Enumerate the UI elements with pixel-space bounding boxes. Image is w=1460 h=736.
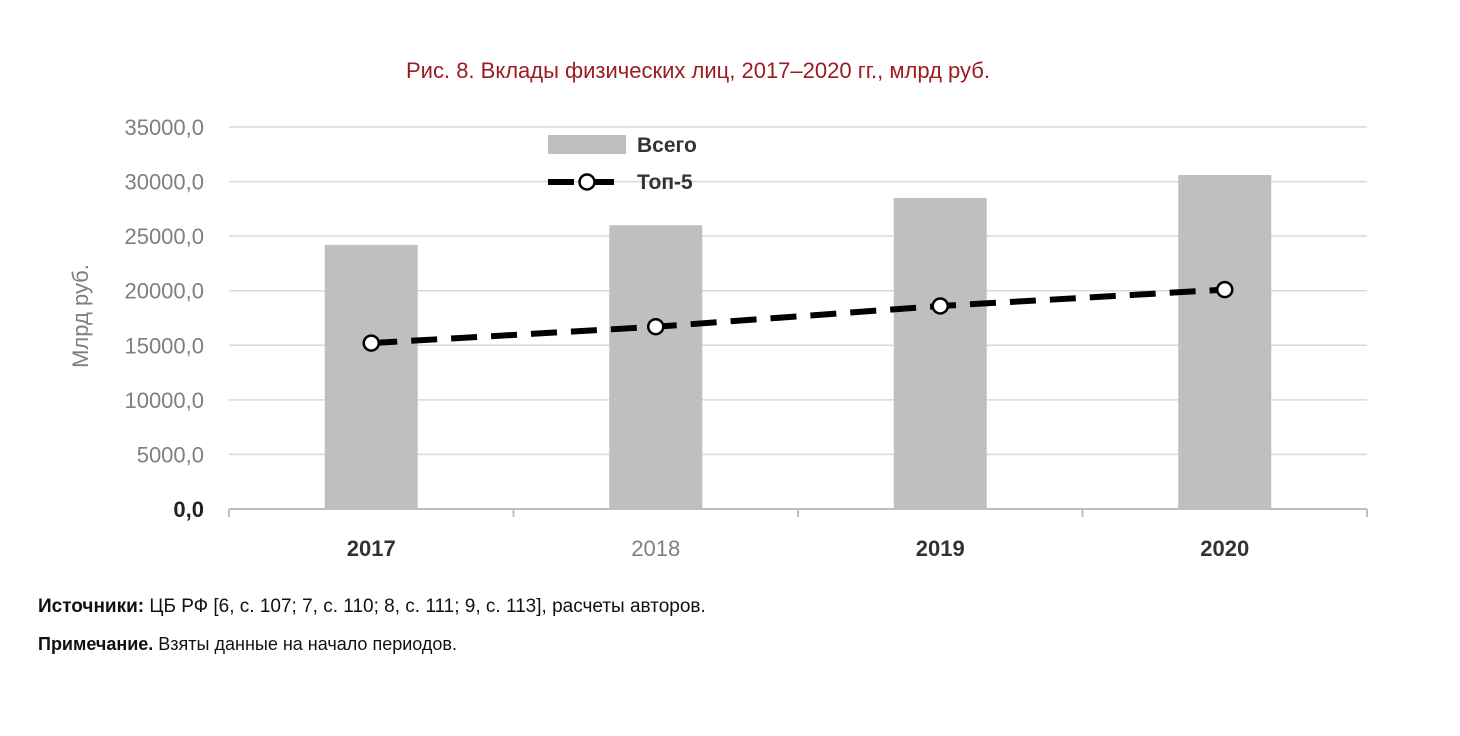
remark-label: Примечание.	[38, 634, 154, 654]
bar-total	[1178, 175, 1272, 509]
bar-total	[609, 225, 703, 509]
top5-point	[1216, 280, 1234, 299]
remark-text: Взяты данные на начало периодов.	[153, 634, 457, 654]
y-tick-label: 35000,0	[124, 115, 204, 140]
top5-point	[362, 334, 380, 352]
y-tick-label: 0,0	[173, 497, 204, 522]
sources-note: Источники: ЦБ РФ [6, с. 107; 7, с. 110; …	[38, 596, 706, 618]
top5-point	[931, 297, 949, 315]
bar-total	[324, 244, 418, 510]
sources-label: Источники:	[38, 596, 145, 617]
legend-swatch-total	[548, 135, 626, 154]
x-axis: 2017 2018 2019 2020	[228, 508, 1368, 561]
legend-marker-top5	[578, 173, 596, 191]
y-axis-ticks: 0,0 5000,0 10000,0 15000,0 20000,0 25000,0 300…	[124, 115, 204, 522]
top5-line-path	[371, 286, 1225, 347]
sources-text: ЦБ РФ [6, с. 107; 7, с. 110; 8, с. 111; …	[144, 596, 706, 617]
y-tick-label: 25000,0	[124, 224, 204, 249]
top5-line	[362, 280, 1234, 352]
legend-label-total: Всего	[637, 134, 697, 157]
y-tick-label: 5000,0	[137, 442, 204, 467]
y-axis-label: Млрд руб.	[68, 264, 93, 368]
top5-point	[647, 317, 665, 336]
y-tick-label: 10000,0	[124, 388, 204, 413]
y-tick-label: 15000,0	[124, 333, 204, 358]
x-tick-label: 2020	[1200, 536, 1249, 561]
legend: Всего Топ-5	[548, 134, 697, 194]
remark-note: Примечание. Взяты данные на начало перио…	[38, 634, 457, 655]
chart-title: Рис. 8. Вклады физических лиц, 2017–2020…	[406, 58, 990, 83]
chart-area: 0,0 5000,0 10000,0 15000,0 20000,0 25000,0 300…	[68, 115, 1368, 561]
x-tick-label: 2017	[347, 536, 396, 561]
gridlines	[229, 126, 1367, 456]
bar-total	[893, 197, 987, 509]
legend-label-top5: Топ-5	[637, 171, 693, 194]
y-tick-label: 20000,0	[124, 279, 204, 304]
x-tick-label: 2019	[916, 536, 965, 561]
x-tick-label: 2018	[631, 536, 680, 561]
bars	[324, 175, 1272, 510]
y-tick-label: 30000,0	[124, 170, 204, 195]
